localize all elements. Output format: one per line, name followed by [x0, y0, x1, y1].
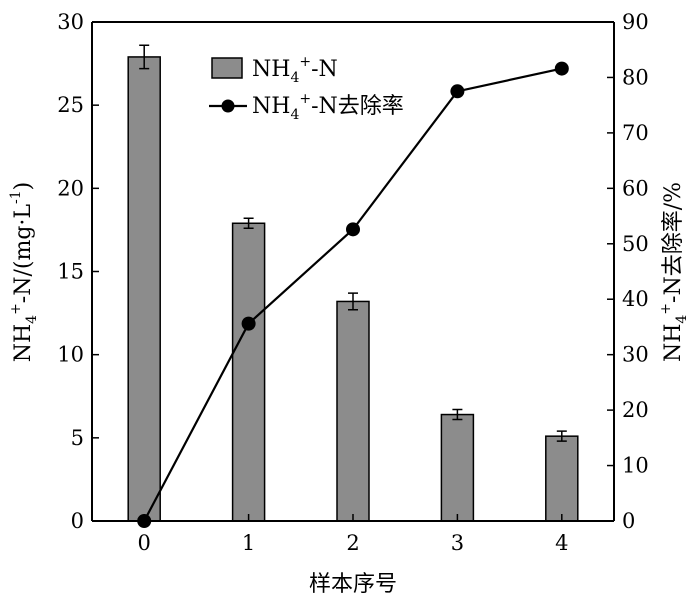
y-right-tick-label: 30: [622, 343, 649, 367]
legend-line-sub: 4: [290, 107, 299, 123]
error-bar: [348, 292, 358, 311]
y-axis-label-right: NH4+-N去除率/%: [658, 182, 690, 362]
y-left-tick-label: 5: [71, 426, 84, 450]
legend-bar-swatch: [211, 57, 243, 79]
y-left-tick-label: 10: [57, 343, 84, 367]
y-left-tick-label: 30: [57, 10, 84, 34]
y-right-tick-label: 20: [622, 398, 649, 422]
ticks-layer: 0 5 10 15 20 25 30 0 10 20 30 40 50 60 70 80 90 0 1 2 3 4: [57, 10, 648, 555]
y-right-tick-label: 60: [622, 176, 649, 200]
rate-point: [554, 61, 569, 76]
y-right-rest: -N去除率/%: [661, 182, 686, 303]
legend-bar-label: NH4+-N: [252, 54, 338, 86]
y-right-sup: +: [658, 303, 674, 315]
y-left-close: ): [11, 182, 36, 191]
x-axis-label: 样本序号: [309, 572, 397, 597]
legend-line-base: NH: [252, 94, 290, 119]
legend-bar-base: NH: [252, 57, 290, 82]
y-left-rest: -N/(mg·L: [11, 204, 36, 304]
y-right-tick-label: 50: [622, 232, 649, 256]
bar: [336, 300, 370, 522]
y-left-tick-label: 20: [57, 176, 84, 200]
x-tick-label: 0: [138, 531, 151, 555]
error-bar: [556, 430, 567, 442]
y-right-tick-label: 0: [622, 509, 635, 533]
legend: NH4+-N NH4+-N去除率: [209, 54, 404, 123]
y-left-tick-label: 0: [71, 509, 84, 533]
y-right-tick-label: 10: [622, 454, 649, 478]
y-right-tick-label: 40: [622, 287, 649, 311]
y-axis-label-left: NH4+-N/(mg·L-1): [8, 182, 40, 363]
rate-point: [450, 84, 465, 99]
legend-line-sup: +: [299, 91, 311, 107]
bar: [127, 56, 161, 522]
y-right-tick-label: 70: [622, 121, 649, 145]
y-left-sub: 4: [24, 315, 40, 324]
error-bar: [243, 217, 254, 230]
x-tick-label: 2: [346, 531, 359, 555]
y-left-tick-label: 25: [57, 93, 84, 117]
y-right-base: NH: [661, 324, 686, 362]
x-tick-label: 1: [242, 531, 255, 555]
y-left-sup: +: [8, 303, 24, 315]
legend-line-marker: [221, 99, 235, 113]
y-left-tick-label: 15: [57, 260, 84, 284]
y-left-unit-sup: -1: [8, 190, 24, 204]
bar: [440, 413, 475, 522]
x-tick-label: 4: [555, 531, 568, 555]
y-right-tick-label: 80: [622, 65, 649, 89]
legend-line-label: NH4+-N去除率: [252, 91, 404, 123]
bar: [231, 222, 266, 522]
y-left-base: NH: [11, 324, 36, 362]
y-right-tick-label: 90: [622, 10, 649, 34]
rate-point: [241, 316, 256, 331]
x-tick-label: 3: [451, 531, 464, 555]
legend-bar-rest: -N: [311, 57, 338, 82]
legend-line-rest: -N去除率: [311, 94, 404, 119]
legend-bar-sub: 4: [290, 70, 299, 86]
error-bar: [452, 408, 463, 421]
bars-layer: [127, 44, 579, 522]
rate-point: [346, 222, 360, 237]
bar: [545, 435, 579, 522]
legend-bar-sup: +: [299, 54, 311, 70]
y-right-sub: 4: [674, 315, 690, 324]
error-bar: [139, 44, 150, 70]
